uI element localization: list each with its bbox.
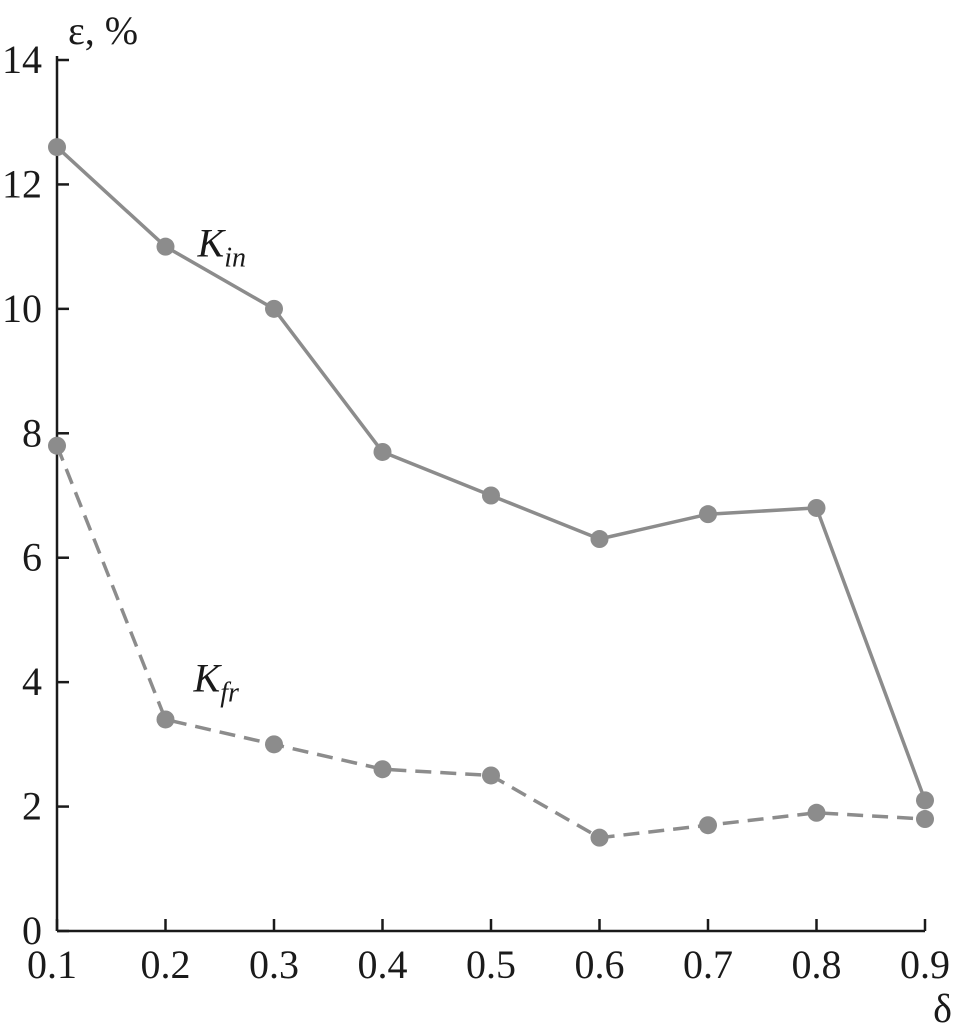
data-point-fr — [48, 436, 66, 455]
series-label-subscript: fr — [220, 677, 239, 708]
y-tick-label: 14 — [2, 37, 42, 82]
data-point-in — [482, 486, 500, 505]
data-point-in — [48, 138, 66, 157]
x-tick-label: 0.1 — [27, 942, 77, 987]
series-label-fr: Kfr — [193, 655, 239, 708]
data-point-fr — [156, 710, 175, 729]
data-point-fr — [373, 760, 392, 779]
series-line-in — [55, 145, 927, 802]
data-point-fr — [482, 766, 500, 785]
x-tick-label: 0.4 — [358, 942, 408, 987]
x-tick-label: 0.2 — [141, 942, 191, 987]
x-tick-label: 0.5 — [466, 942, 516, 987]
data-point-in — [699, 505, 717, 524]
y-axis-ticks: 0 2 4 6 8 10 12 14 — [2, 37, 69, 953]
y-tick-label: 12 — [2, 161, 42, 206]
x-tick-label: 0.7 — [683, 942, 733, 987]
series-label-name: K — [197, 221, 227, 266]
x-axis-title: δ — [933, 986, 952, 1031]
data-point-in — [590, 530, 609, 549]
y-tick-label: 2 — [22, 784, 42, 829]
y-axis-title: ε, % — [68, 8, 138, 53]
x-tick-label: 0.8 — [792, 942, 842, 987]
data-point-in — [916, 791, 934, 810]
data-point-fr — [699, 816, 717, 835]
data-point-fr — [807, 803, 826, 822]
y-tick-label: 6 — [22, 535, 42, 580]
data-point-fr — [916, 810, 934, 829]
series-label-in: Kin — [197, 221, 246, 274]
y-tick-label: 8 — [22, 410, 42, 455]
y-tick-label: 10 — [2, 286, 42, 331]
x-tick-label: 0.6 — [575, 942, 625, 987]
data-point-in — [373, 442, 392, 461]
series-label-subscript: in — [224, 243, 246, 274]
data-point-fr — [590, 828, 609, 847]
series-label-name: K — [193, 655, 223, 700]
x-axis-ticks: 0.1 0.2 0.3 0.4 0.5 0.6 0.7 0.8 0.9 — [27, 919, 950, 987]
x-tick-label: 0.3 — [249, 942, 299, 987]
data-point-in — [807, 498, 826, 517]
x-tick-label: 0.9 — [900, 942, 950, 987]
data-point-in — [156, 237, 175, 256]
data-point-fr — [265, 735, 283, 754]
data-point-in — [265, 299, 283, 318]
y-tick-label: 0 — [22, 908, 42, 953]
y-tick-label: 4 — [22, 659, 42, 704]
series-layer — [48, 138, 934, 847]
